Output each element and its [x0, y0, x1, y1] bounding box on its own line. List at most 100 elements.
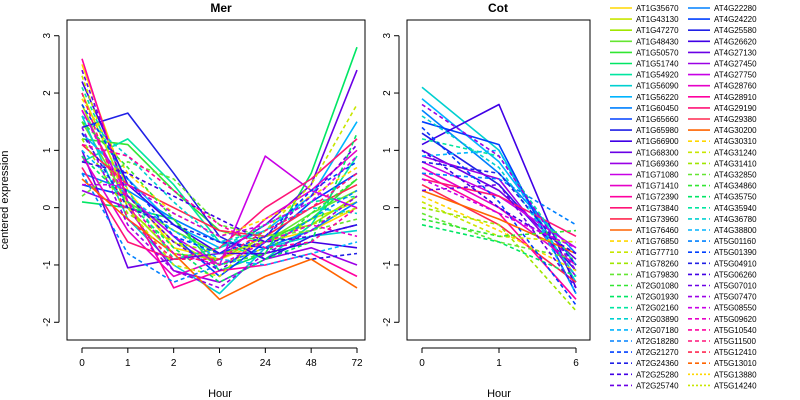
legend-item: AT1G77710 [610, 248, 679, 257]
legend-item: AT5G07470 [688, 293, 757, 302]
legend-label: AT5G11500 [714, 337, 757, 346]
legend-label: AT2G02160 [636, 304, 679, 313]
panel-cot-title: Cot [488, 1, 508, 15]
legend-item: AT1G50570 [610, 48, 679, 57]
legend-item: AT1G65660 [610, 115, 679, 124]
x-tick-label: 0 [419, 358, 425, 369]
legend-item: AT1G76460 [610, 226, 679, 235]
legend-label: AT1G50570 [636, 48, 679, 57]
legend-label: AT4G34860 [714, 182, 757, 191]
legend-label: AT1G48430 [636, 37, 679, 46]
legend-label: AT4G31410 [714, 159, 757, 168]
legend-item: AT5G11500 [688, 337, 757, 346]
legend-label: AT5G07470 [714, 293, 757, 302]
legend-label: AT1G73960 [636, 215, 679, 224]
legend-label: AT4G38800 [714, 226, 757, 235]
series-line [81, 104, 358, 255]
legend-item: AT4G27130 [688, 48, 757, 57]
legend-label: AT2G21270 [636, 348, 679, 357]
series-line [421, 172, 577, 226]
legend-item: AT1G54920 [610, 71, 679, 80]
y-tick-label: 2 [382, 90, 393, 96]
legend-item: AT4G25580 [688, 26, 757, 35]
legend-item: AT5G04910 [688, 259, 757, 268]
series-line [421, 224, 577, 278]
legend-label: AT4G22280 [714, 4, 757, 13]
series-line [421, 178, 577, 249]
legend-item: AT5G09620 [688, 315, 757, 324]
legend-label: AT5G12410 [714, 348, 757, 357]
series-line [421, 218, 577, 238]
y-tick-label: 2 [42, 90, 53, 96]
series-line [421, 126, 577, 306]
legend-item: AT4G28760 [688, 82, 757, 91]
y-axis-label: centered expression [0, 150, 11, 249]
legend-label: AT5G13880 [714, 370, 757, 379]
legend-label: AT5G08550 [714, 304, 757, 313]
series-line [421, 178, 577, 238]
series-line [81, 138, 358, 261]
legend-item: AT1G47270 [610, 26, 679, 35]
legend-label: AT5G13010 [714, 359, 757, 368]
legend-label: AT2G03890 [636, 315, 679, 324]
y-tick-label: 1 [382, 147, 393, 153]
legend-item: AT2G24360 [610, 359, 679, 368]
legend-label: AT1G78260 [636, 259, 679, 268]
legend-label: AT4G36780 [714, 215, 757, 224]
legend-item: AT2G07180 [610, 326, 679, 335]
series-line [81, 86, 358, 261]
legend-item: AT1G56090 [610, 82, 679, 91]
series-line [81, 161, 358, 243]
y-tick-label: -2 [382, 317, 393, 326]
legend-item: AT2G21270 [610, 348, 679, 357]
legend-item: AT1G60450 [610, 104, 679, 113]
legend-item: AT4G31410 [688, 159, 757, 168]
legend-label: AT4G29190 [714, 104, 757, 113]
legend-item: AT4G28910 [688, 93, 757, 102]
legend-item: AT1G78260 [610, 259, 679, 268]
legend-label: AT1G54920 [636, 71, 679, 80]
legend-item: AT5G13010 [688, 359, 757, 368]
series-group [421, 86, 577, 312]
legend-item: AT4G30200 [688, 126, 757, 135]
legend-label: AT2G25280 [636, 370, 679, 379]
legend-label: AT4G27750 [714, 71, 757, 80]
x-tick-label: 2 [171, 358, 177, 369]
series-line [81, 69, 358, 269]
legend-label: AT5G04910 [714, 259, 757, 268]
legend-item: AT4G29380 [688, 115, 757, 124]
legend-label: AT1G71080 [636, 171, 679, 180]
x-tick-label: 24 [260, 358, 272, 369]
legend-item: AT4G29190 [688, 104, 757, 113]
legend-item: AT1G73840 [610, 204, 679, 213]
legend-item: AT2G25280 [610, 370, 679, 379]
legend-label: AT1G71410 [636, 182, 679, 191]
legend-item: AT1G35670 [610, 4, 679, 13]
series-line [421, 103, 577, 272]
series-line [81, 132, 358, 261]
legend-item: AT5G10540 [688, 326, 757, 335]
legend-item: AT4G34860 [688, 182, 757, 191]
legend-item: AT1G73960 [610, 215, 679, 224]
series-line [421, 149, 577, 294]
series-line [421, 183, 577, 289]
legend-item: AT1G56220 [610, 93, 679, 102]
legend-label: AT1G60450 [636, 104, 679, 113]
series-line [81, 98, 358, 238]
legend-item: AT2G25740 [610, 381, 679, 390]
legend-item: AT1G68300 [610, 148, 679, 157]
legend-label: AT4G28760 [714, 82, 757, 91]
legend-label: AT5G09620 [714, 315, 757, 324]
legend-item: AT2G01930 [610, 293, 679, 302]
series-line [421, 195, 577, 272]
y-tick-label: -2 [42, 317, 53, 326]
legend-label: AT2G25740 [636, 381, 679, 390]
legend-label: AT4G25580 [714, 26, 757, 35]
series-line [81, 109, 358, 266]
legend-item: AT4G27450 [688, 60, 757, 69]
x-tick-label: 0 [79, 358, 85, 369]
x-tick-label: 1 [125, 358, 131, 369]
legend-item: AT4G31240 [688, 148, 757, 157]
legend-label: AT1G72390 [636, 193, 679, 202]
legend-item: AT5G07010 [688, 282, 757, 291]
